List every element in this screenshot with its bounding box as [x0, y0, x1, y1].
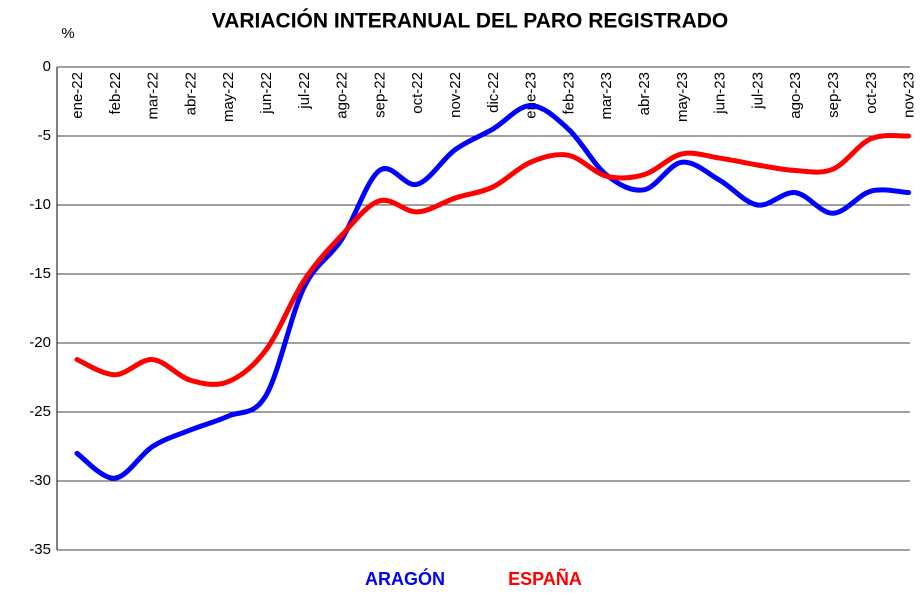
- y-tick-label: -25: [29, 403, 51, 420]
- x-tick-label: sep-23: [825, 72, 842, 118]
- y-tick-label: -10: [29, 196, 51, 213]
- x-tick-label: mar-22: [145, 72, 162, 120]
- line-series: [74, 103, 912, 481]
- x-tick-label: jul-23: [749, 72, 766, 110]
- y-tick-label: 0: [43, 58, 51, 75]
- y-tick-label: -5: [38, 127, 51, 144]
- x-tick-label: abr-22: [182, 72, 199, 115]
- line-series: [74, 132, 912, 387]
- x-tick-label: nov-23: [901, 72, 918, 118]
- x-tick-label: abr-23: [636, 72, 653, 115]
- x-tick-label: jul-22: [296, 72, 313, 110]
- y-tick-label: -30: [29, 472, 51, 489]
- x-tick-label: may-22: [220, 72, 237, 122]
- y-tick-label: -15: [29, 265, 51, 282]
- chart-title: VARIACIÓN INTERANUAL DEL PARO REGISTRADO: [212, 9, 728, 33]
- x-tick-label: ene-23: [523, 72, 540, 119]
- y-tick-label: -20: [29, 334, 51, 351]
- x-tick-label: ago-23: [787, 72, 804, 119]
- x-tick-label: oct-23: [863, 72, 880, 114]
- x-tick-label: jun-22: [258, 72, 275, 115]
- x-tick-label: nov-22: [447, 72, 464, 118]
- x-tick-label: mar-23: [598, 72, 615, 120]
- x-tick-label: dic-22: [485, 72, 502, 113]
- x-tick-label: feb-22: [107, 72, 124, 115]
- y-tick-label: -35: [29, 541, 51, 558]
- x-tick-label: oct-22: [409, 72, 426, 114]
- x-tick-label: ago-22: [334, 72, 351, 119]
- x-tick-label: ene-22: [69, 72, 86, 119]
- x-tick-label: sep-22: [371, 72, 388, 118]
- legend-label: ARAGÓN: [365, 568, 445, 589]
- legend-label: ESPAÑA: [508, 568, 582, 589]
- x-tick-label: may-23: [674, 72, 691, 122]
- y-axis-label: %: [61, 25, 74, 42]
- x-tick-label: jun-23: [712, 72, 729, 115]
- x-tick-label: feb-23: [560, 72, 577, 115]
